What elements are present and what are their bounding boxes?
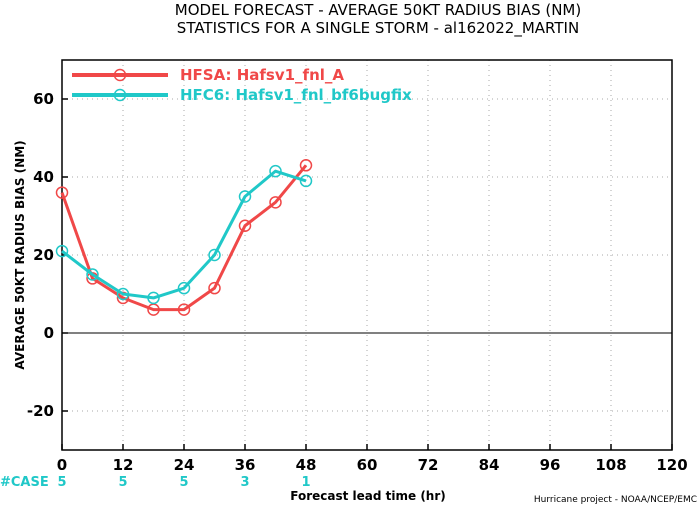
series-2-point: [116, 287, 130, 301]
legend-label-hfsa: HFSA: Hafsv1_fnl_A: [180, 66, 344, 84]
axes: 0 12 24 36 48 60 72 84 96 108 120 -20 0 20 40 60: [27, 90, 688, 474]
x-tick-label: 72: [418, 456, 439, 474]
x-tick-label: 0: [57, 456, 67, 474]
x-tick-label: 108: [595, 456, 626, 474]
data-series: [55, 159, 313, 316]
x-tick-label: 48: [296, 456, 317, 474]
series-2-point: [238, 190, 252, 203]
case-counts: 5 5 5 3 1: [57, 475, 310, 490]
series-2-point: [208, 248, 221, 262]
chart-title-line1: MODEL FORECAST - AVERAGE 50KT RADIUS BIA…: [175, 1, 581, 19]
case-count: 5: [57, 475, 66, 490]
legend-marker-hfc6: [113, 88, 127, 102]
y-tick-label: 60: [33, 90, 54, 108]
legend-label-hfc6: HFC6: Hafsv1_fnl_bf6bugfix: [180, 86, 412, 104]
x-tick-label: 84: [479, 456, 500, 474]
series-2-point: [299, 174, 313, 188]
case-count: 5: [179, 475, 188, 490]
legend: HFSA: Hafsv1_fnl_A HFC6: Hafsv1_fnl_bf6b…: [72, 66, 412, 104]
x-tick-label: 24: [174, 456, 195, 474]
x-axis-label: Forecast lead time (hr): [290, 489, 446, 503]
x-tick-label: 96: [540, 456, 561, 474]
y-tick-label: 0: [44, 324, 54, 342]
case-count: 3: [240, 475, 249, 490]
credit-text: Hurricane project - NOAA/NCEP/EMC: [534, 495, 697, 505]
series-2-line: [61, 169, 307, 300]
x-tick-label: 36: [235, 456, 256, 474]
series-1-point: [269, 196, 282, 209]
y-axis-label: AVERAGE 50KT RADIUS BIAS (NM): [13, 140, 27, 369]
series-1-point: [299, 159, 313, 172]
y-tick-label: -20: [27, 402, 54, 420]
y-tick-label: 40: [33, 168, 54, 186]
series-2-point: [55, 244, 69, 258]
chart-title-line2: STATISTICS FOR A SINGLE STORM - al162022…: [177, 19, 579, 38]
series-1-point: [55, 186, 69, 199]
series-2-point: [86, 268, 99, 281]
case-label: #CASE: [0, 475, 49, 490]
case-count: 5: [118, 475, 127, 490]
legend-marker-hfsa: [113, 68, 127, 82]
x-tick-label: 12: [113, 456, 134, 474]
series-2-point: [177, 281, 191, 295]
x-tick-label: 120: [656, 456, 687, 474]
series-1-line: [60, 164, 308, 312]
series-1-point: [177, 303, 191, 316]
series-1-point: [208, 281, 221, 295]
series-2-point: [269, 164, 282, 178]
y-tick-label: 20: [33, 246, 54, 264]
series-1-point: [238, 219, 252, 232]
case-count: 1: [301, 475, 310, 490]
grid-lines: [62, 60, 672, 450]
series-2-point: [147, 291, 160, 305]
x-tick-label: 60: [357, 456, 378, 474]
